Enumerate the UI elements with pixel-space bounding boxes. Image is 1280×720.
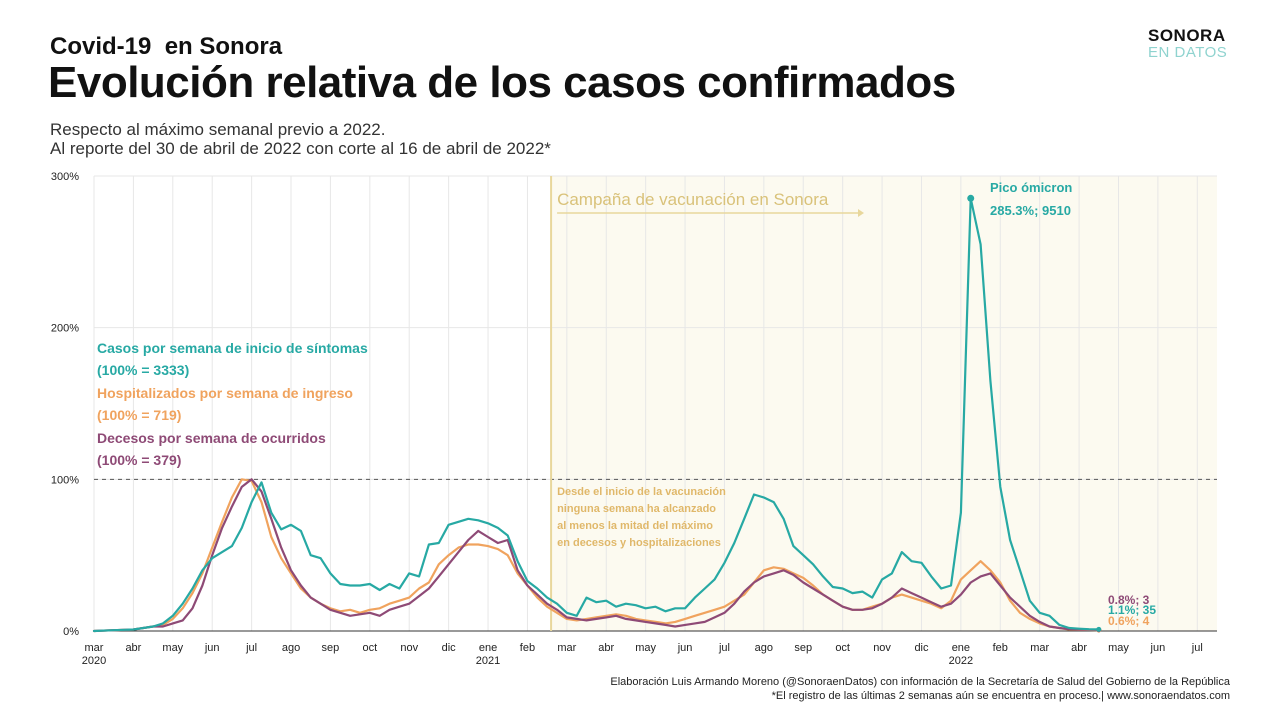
x-tick-label: feb (520, 642, 535, 654)
x-tick-label: jul (245, 642, 257, 654)
x-tick-label: may (1108, 642, 1129, 654)
vaccination-campaign-label: Campaña de vacunación en Sonora (557, 190, 829, 209)
series-end-point-cases (1096, 627, 1101, 632)
x-tick-label: dic (442, 642, 457, 654)
x-tick-label: mar (1030, 642, 1049, 654)
x-tick-year: 2020 (82, 655, 106, 667)
x-tick-label: sep (794, 642, 812, 654)
legend-base-deaths: (100% = 379) (97, 452, 181, 468)
legend-label-cases: Casos por semana de inicio de síntomas (97, 340, 368, 356)
x-tick-label: oct (362, 642, 377, 654)
vaccination-note-line: Desde el inicio de la vacunación (557, 486, 726, 498)
y-tick-label: 0% (63, 626, 79, 638)
x-tick-label: jul (718, 642, 730, 654)
legend-label-hosp: Hospitalizados por semana de ingreso (97, 385, 353, 401)
x-tick-label: nov (873, 642, 891, 654)
x-tick-label: dic (914, 642, 929, 654)
vaccination-note-line: ninguna semana ha alcanzado (557, 503, 716, 515)
x-tick-label: jul (1191, 642, 1203, 654)
x-tick-label: ago (282, 642, 300, 654)
legend-base-cases: (100% = 3333) (97, 362, 189, 378)
omicron-peak-point (967, 195, 974, 202)
x-tick-year: 2022 (949, 655, 973, 667)
x-tick-label: may (162, 642, 183, 654)
y-tick-label: 100% (51, 474, 79, 486)
covid-line-chart: 0%100%200%300%mar2020abr may jun jul ago sep o… (0, 0, 1280, 720)
x-tick-label: abr (1071, 642, 1087, 654)
y-tick-label: 300% (51, 171, 79, 183)
x-tick-label: ene (479, 642, 497, 654)
x-tick-label: abr (598, 642, 614, 654)
x-tick-label: jun (1150, 642, 1166, 654)
omicron-peak-value: 285.3%; 9510 (990, 203, 1071, 218)
x-tick-label: nov (400, 642, 418, 654)
x-tick-label: jun (204, 642, 220, 654)
x-tick-label: may (635, 642, 656, 654)
x-tick-label: jun (677, 642, 693, 654)
legend-label-deaths: Decesos por semana de ocurridos (97, 430, 326, 446)
footer-note: *El registro de las últimas 2 semanas aú… (772, 690, 1230, 702)
x-tick-label: feb (993, 642, 1008, 654)
y-tick-label: 200% (51, 323, 79, 335)
x-tick-label: sep (322, 642, 340, 654)
x-tick-label: ene (952, 642, 970, 654)
vaccination-note-line: al menos la mitad del máximo (557, 520, 713, 532)
vaccination-period-shade (551, 176, 1217, 631)
end-label-hosp: 0.6%; 4 (1108, 614, 1150, 628)
x-tick-label: abr (125, 642, 141, 654)
legend-base-hosp: (100% = 719) (97, 407, 181, 423)
x-tick-label: mar (557, 642, 576, 654)
vaccination-note-line: en decesos y hospitalizaciones (557, 537, 721, 549)
x-tick-year: 2021 (476, 655, 500, 667)
footer-credits: Elaboración Luis Armando Moreno (@Sonora… (610, 676, 1230, 688)
x-tick-label: mar (85, 642, 104, 654)
x-tick-label: ago (755, 642, 773, 654)
x-tick-label: oct (835, 642, 850, 654)
omicron-peak-title: Pico ómicron (990, 180, 1072, 195)
